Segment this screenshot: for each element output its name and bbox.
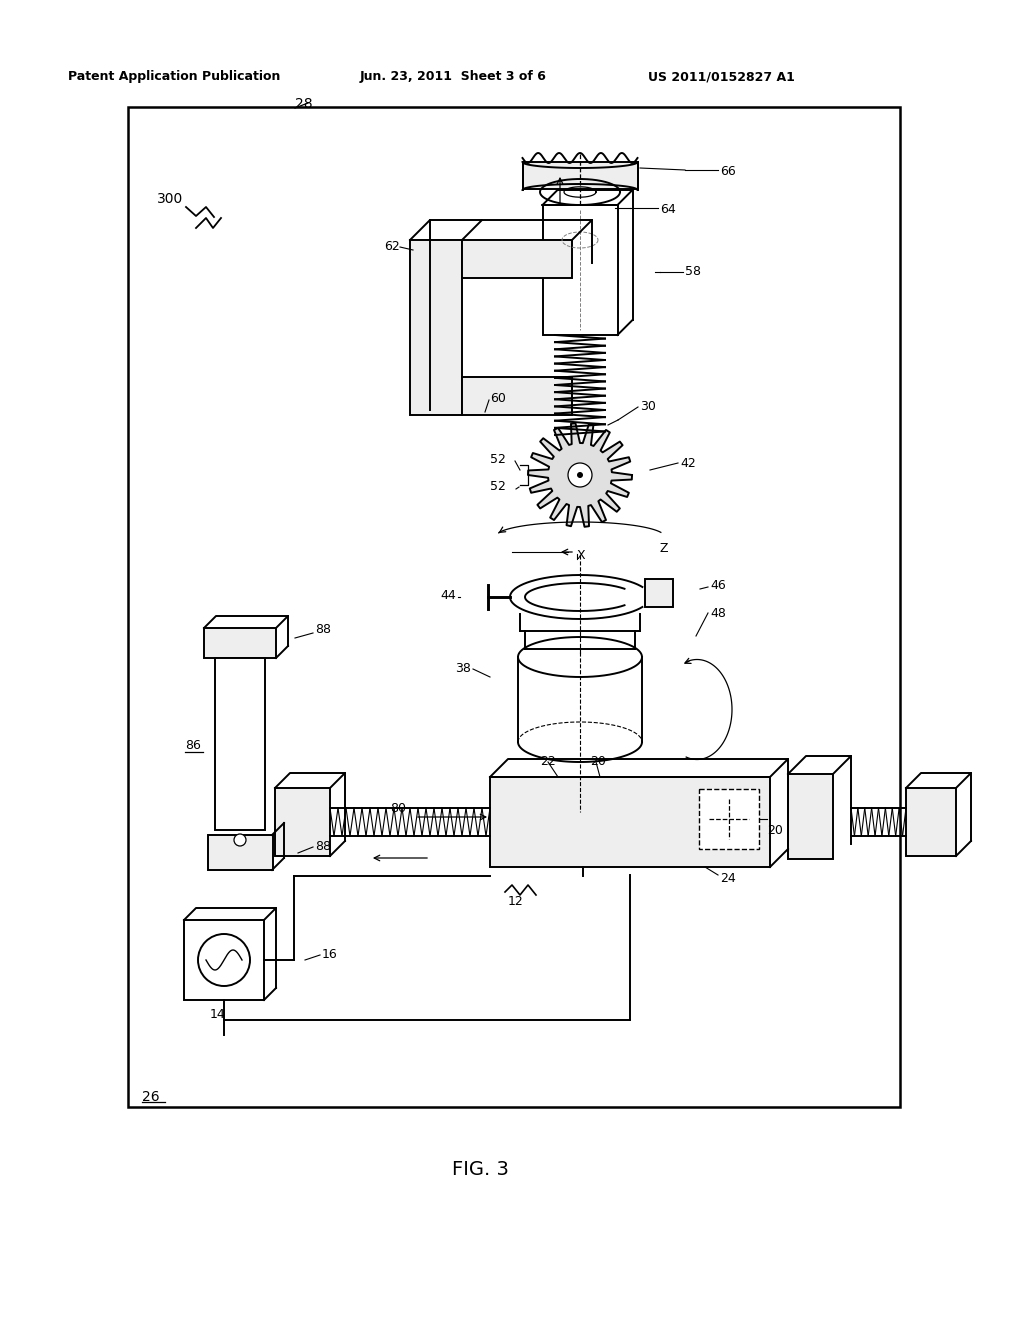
Text: 60: 60 — [490, 392, 506, 405]
Text: 52: 52 — [490, 480, 506, 492]
Text: 58: 58 — [685, 265, 701, 279]
Text: 86: 86 — [185, 739, 201, 752]
Text: 46: 46 — [710, 579, 726, 591]
Text: 20: 20 — [767, 824, 783, 837]
Text: 48: 48 — [710, 607, 726, 620]
Bar — [204, 628, 276, 657]
Text: Jun. 23, 2011  Sheet 3 of 6: Jun. 23, 2011 Sheet 3 of 6 — [360, 70, 547, 83]
Bar — [275, 788, 330, 855]
Bar — [462, 378, 572, 414]
Text: 80: 80 — [390, 803, 406, 814]
Text: Patent Application Publication: Patent Application Publication — [68, 70, 281, 83]
Bar — [208, 836, 273, 870]
Bar — [490, 777, 770, 867]
Text: 52: 52 — [490, 453, 506, 466]
Bar — [462, 240, 572, 279]
Bar — [128, 107, 900, 1107]
Bar — [184, 920, 264, 1001]
Text: 14: 14 — [210, 1008, 226, 1020]
Bar — [699, 789, 759, 849]
Text: 20: 20 — [590, 755, 606, 768]
Text: 30: 30 — [640, 400, 656, 413]
Text: 26: 26 — [142, 1090, 160, 1104]
Circle shape — [234, 834, 246, 846]
Text: 88: 88 — [315, 623, 331, 636]
Circle shape — [577, 473, 583, 478]
Bar — [645, 579, 673, 607]
Polygon shape — [528, 424, 632, 527]
Text: 38: 38 — [455, 663, 471, 675]
Text: X: X — [577, 549, 586, 562]
Text: 64: 64 — [660, 203, 676, 216]
Text: Z: Z — [660, 543, 669, 554]
Bar — [410, 240, 462, 414]
Text: 22: 22 — [540, 755, 556, 768]
FancyBboxPatch shape — [522, 162, 638, 189]
Text: 24: 24 — [720, 873, 736, 884]
Bar — [906, 788, 956, 855]
Bar — [543, 205, 617, 335]
Text: 300: 300 — [157, 191, 183, 206]
Circle shape — [568, 463, 592, 487]
Bar — [788, 774, 833, 859]
Text: 66: 66 — [720, 165, 736, 178]
Text: 16: 16 — [322, 948, 338, 961]
Text: US 2011/0152827 A1: US 2011/0152827 A1 — [648, 70, 795, 83]
Text: FIG. 3: FIG. 3 — [452, 1160, 509, 1179]
Text: 12: 12 — [508, 895, 523, 908]
Bar — [215, 657, 265, 830]
Text: 42: 42 — [680, 457, 695, 470]
Text: 44: 44 — [440, 589, 456, 602]
Text: 62: 62 — [384, 240, 400, 253]
Text: 88: 88 — [315, 840, 331, 853]
Text: 28: 28 — [295, 96, 312, 111]
